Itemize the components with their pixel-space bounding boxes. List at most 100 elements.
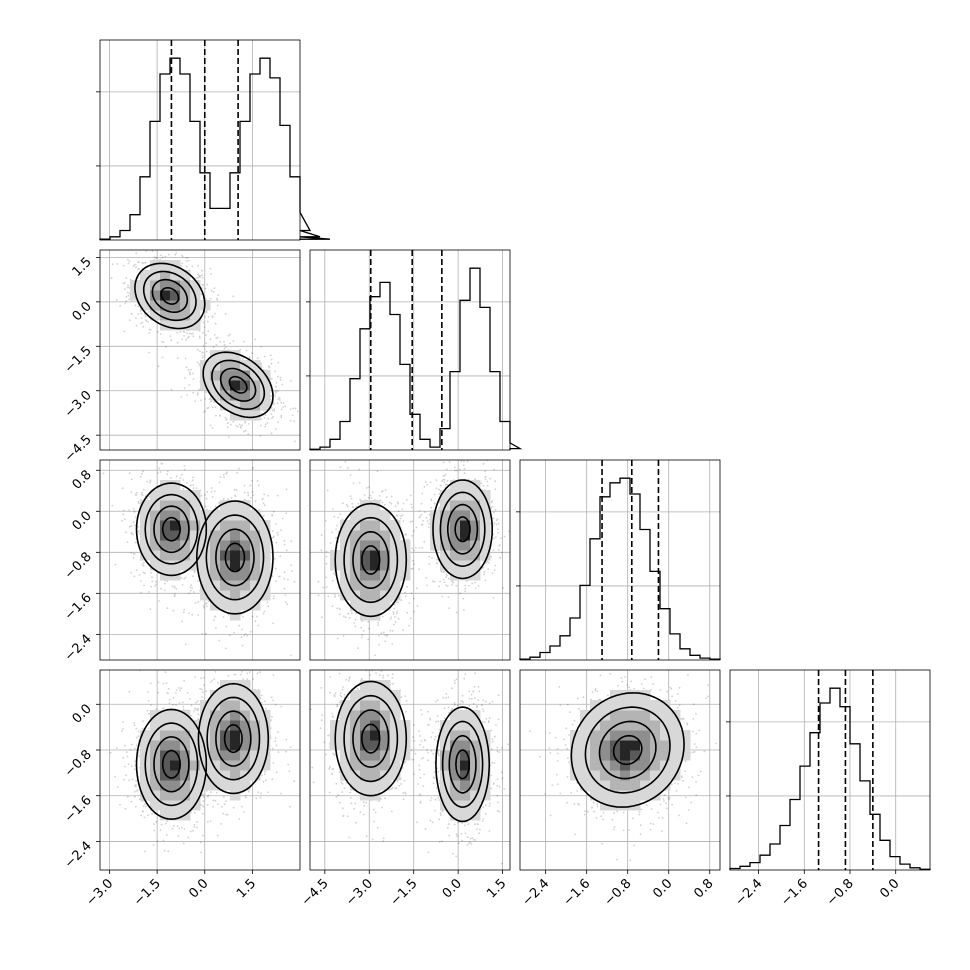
density-cell [220,600,231,611]
sample-point [261,497,264,500]
sample-point [137,305,140,308]
sample-point [236,472,239,474]
sample-point [243,634,246,637]
density-cell [220,370,231,381]
sample-point [244,420,247,423]
density-cell [230,600,241,611]
sample-point [285,512,288,515]
sample-point [392,611,395,614]
sample-point [229,333,231,336]
sample-point [271,513,274,516]
sample-point [294,440,296,443]
sample-point [290,654,292,657]
sample-point [317,580,320,583]
sample-point [254,620,257,623]
sample-point [496,518,499,520]
sample-point [277,398,280,400]
sample-point [338,594,340,597]
sample-point [284,405,287,407]
sample-point [198,275,201,278]
density-cell [220,530,231,541]
sample-point [278,575,280,578]
sample-point [212,406,214,409]
sample-point [335,528,337,531]
sample-point [374,654,376,657]
sample-point [141,472,143,475]
sample-point [257,624,260,627]
sample-point [127,294,130,297]
sample-point [406,585,408,588]
panel-inner [310,460,510,660]
sample-point [196,348,199,351]
density-cell [250,550,261,561]
sample-point [332,508,334,510]
sample-point [158,487,160,489]
sample-point [350,497,353,500]
sample-point [194,602,197,604]
sample-point [252,466,254,469]
sample-point [205,350,208,353]
sample-point [135,252,138,255]
sample-point [185,256,188,259]
sample-point [361,634,364,636]
sample-point [189,589,192,592]
sample-point [397,601,399,604]
sample-point [142,326,145,328]
sample-point [276,375,279,378]
sample-point [244,421,247,424]
sample-point [251,468,254,471]
density-cell [220,570,231,581]
sample-point [280,416,283,419]
density-cell [160,290,171,301]
sample-point [256,480,259,482]
sample-point [166,580,168,582]
density-cell [260,570,271,581]
sample-point [190,584,193,587]
density-cell [230,530,241,541]
sample-point [156,330,159,333]
sample-point [284,594,287,596]
sample-point [256,357,259,360]
sample-point [144,319,147,321]
contour-line [160,286,180,305]
sample-point [218,501,221,504]
sample-point [271,575,274,577]
sample-point [201,633,204,635]
sample-point [223,476,225,479]
sample-point [365,487,368,489]
sample-point [377,624,379,627]
sample-point [154,585,157,587]
sample-point [413,563,415,566]
sample-point [259,435,262,437]
density-cell [260,530,271,541]
density-cell [150,490,161,501]
sample-point [184,377,187,379]
sample-point [170,388,173,391]
sample-point [199,275,202,278]
sample-point [148,328,151,331]
sample-point [394,621,397,623]
sample-point [169,335,172,337]
sample-point [128,298,130,301]
density-cell [190,310,201,321]
sample-point [249,497,252,499]
sample-point [226,471,229,474]
sample-point [210,487,213,489]
sample-point [140,312,143,315]
sample-point [325,576,327,579]
sample-point [210,400,212,403]
density-cell [160,550,171,561]
density-cell [140,300,151,311]
sample-point [218,502,221,505]
contour-line [219,367,257,402]
sample-point [474,581,477,584]
sample-point [326,489,329,492]
sample-point [353,622,355,624]
sample-point [322,586,325,589]
sample-point [227,498,229,501]
sample-point [270,377,273,380]
sample-point [148,495,151,498]
sample-point [159,258,162,261]
density-cell [230,370,241,381]
sample-point [200,494,203,497]
